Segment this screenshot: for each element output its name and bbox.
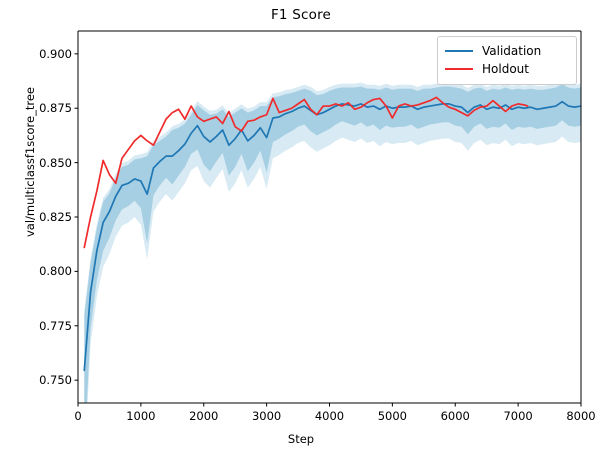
x-tick-label: 1000 — [126, 409, 156, 423]
validation-band-outer — [84, 80, 581, 403]
y-tick-label: 0.850 — [39, 155, 72, 170]
validation-confidence-band — [84, 84, 581, 403]
x-tick-label: 3000 — [251, 409, 282, 423]
legend-label: Holdout — [482, 62, 529, 76]
legend-item-holdout[interactable]: Holdout — [445, 60, 569, 78]
series-line-validation — [83, 100, 581, 372]
legend-line-swatch — [445, 68, 473, 70]
y-tick-label: 0.800 — [39, 264, 72, 279]
y-tick-label: 0.875 — [39, 101, 72, 116]
chart-legend: Validation Holdout — [437, 36, 577, 85]
y-tick-label: 0.775 — [39, 318, 72, 333]
legend-line-swatch — [445, 50, 473, 52]
x-tick-label: 8000 — [566, 409, 596, 423]
y-tick-label: 0.825 — [39, 210, 72, 224]
x-tick-label: 4000 — [314, 409, 345, 423]
series-line-holdout — [83, 96, 529, 249]
x-tick-label: 6000 — [440, 409, 470, 423]
x-tick-label: 2000 — [189, 409, 219, 423]
y-tick-label: 0.750 — [39, 373, 72, 388]
y-tick-label: 0.900 — [39, 46, 72, 61]
chart-title: F1 Score — [270, 7, 332, 23]
legend-label: Validation — [482, 44, 542, 58]
x-tick-label: 5000 — [377, 409, 408, 423]
y-axis-label: val/multiclassf1score_tree — [23, 87, 37, 238]
legend-item-validation[interactable]: Validation — [445, 42, 569, 60]
x-tick-label: 7000 — [503, 409, 533, 423]
x-tick-label: 0 — [74, 409, 82, 423]
x-axis-label: Step — [287, 432, 315, 446]
